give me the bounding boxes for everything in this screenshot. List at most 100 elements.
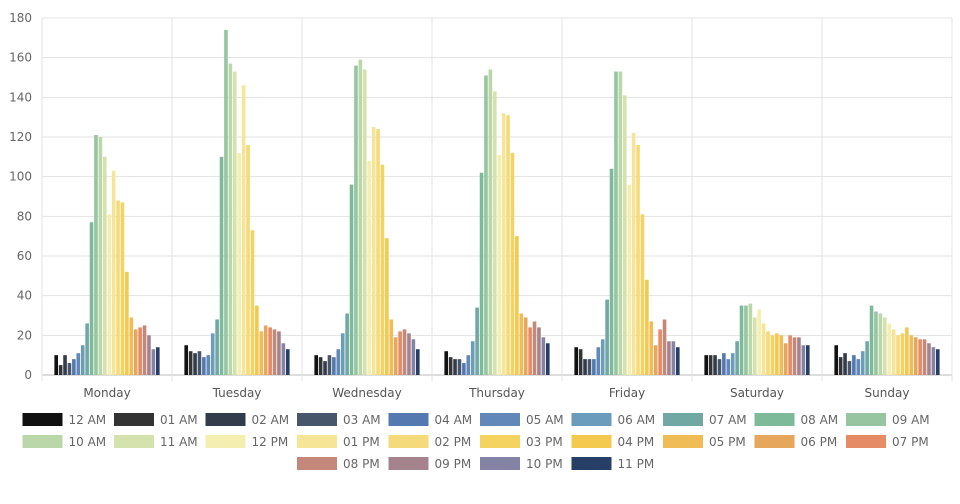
bar[interactable] bbox=[501, 113, 506, 375]
legend-item[interactable]: 08 AM bbox=[754, 413, 839, 427]
bar[interactable] bbox=[510, 152, 515, 375]
bar[interactable] bbox=[206, 355, 211, 375]
bar[interactable] bbox=[133, 329, 138, 375]
bar[interactable] bbox=[532, 321, 537, 375]
bar[interactable] bbox=[411, 339, 416, 375]
bar[interactable] bbox=[730, 353, 735, 375]
bar[interactable] bbox=[704, 355, 709, 375]
bar[interactable] bbox=[735, 341, 739, 375]
bar[interactable] bbox=[385, 238, 389, 375]
bar[interactable] bbox=[596, 347, 601, 375]
bar[interactable] bbox=[358, 59, 363, 376]
bar[interactable] bbox=[202, 357, 206, 375]
bar[interactable] bbox=[860, 351, 865, 375]
bar[interactable] bbox=[193, 353, 197, 375]
bar[interactable] bbox=[237, 152, 242, 375]
legend-item[interactable]: 03 PM bbox=[480, 435, 563, 449]
bar[interactable] bbox=[475, 307, 479, 375]
bar[interactable] bbox=[667, 341, 671, 375]
bar[interactable] bbox=[600, 339, 605, 375]
bar[interactable] bbox=[783, 343, 788, 375]
bar[interactable] bbox=[76, 353, 81, 375]
legend-item[interactable]: 06 AM bbox=[571, 413, 656, 427]
legend[interactable]: 12 AM 01 AM 02 AM 03 AM 04 AM 05 AM 06 AM 07 AM… bbox=[22, 413, 930, 471]
legend-item[interactable]: 09 PM bbox=[388, 457, 472, 471]
bar[interactable] bbox=[138, 327, 142, 375]
legend-item[interactable]: 07 PM bbox=[846, 435, 929, 449]
legend-item[interactable]: 10 AM bbox=[22, 435, 107, 449]
bar[interactable] bbox=[757, 309, 762, 375]
bar[interactable] bbox=[263, 325, 268, 375]
bar[interactable] bbox=[354, 65, 358, 375]
bar[interactable] bbox=[281, 343, 286, 375]
bar[interactable] bbox=[592, 359, 596, 375]
bar[interactable] bbox=[792, 337, 797, 375]
bar[interactable] bbox=[748, 303, 753, 375]
bar[interactable] bbox=[246, 144, 250, 375]
bar[interactable] bbox=[54, 355, 59, 375]
bar[interactable] bbox=[362, 69, 367, 376]
bar[interactable] bbox=[537, 327, 541, 375]
bar[interactable] bbox=[151, 349, 156, 375]
bar[interactable] bbox=[519, 313, 524, 375]
bar[interactable] bbox=[913, 337, 918, 375]
bar[interactable] bbox=[523, 317, 528, 375]
bar[interactable] bbox=[336, 349, 341, 375]
bar[interactable] bbox=[497, 154, 502, 375]
legend-item[interactable]: 04 PM bbox=[571, 435, 655, 449]
bar[interactable] bbox=[865, 341, 869, 375]
bar[interactable] bbox=[761, 323, 766, 375]
bar[interactable] bbox=[232, 71, 237, 376]
bar[interactable] bbox=[142, 325, 147, 375]
bar[interactable] bbox=[891, 329, 896, 375]
legend-item[interactable]: 01 PM bbox=[297, 435, 380, 449]
bar[interactable] bbox=[905, 327, 909, 375]
bar[interactable] bbox=[609, 168, 614, 375]
bar[interactable] bbox=[407, 333, 411, 375]
bar[interactable] bbox=[85, 323, 89, 375]
legend-item[interactable]: 06 PM bbox=[754, 435, 838, 449]
bar[interactable] bbox=[918, 339, 922, 375]
bar[interactable] bbox=[788, 335, 792, 375]
legend-item[interactable]: 09 AM bbox=[846, 413, 930, 427]
bar[interactable] bbox=[900, 333, 905, 375]
legend-item[interactable]: 12 AM bbox=[22, 413, 107, 427]
bar[interactable] bbox=[766, 331, 770, 375]
bar[interactable] bbox=[466, 355, 471, 375]
bar[interactable] bbox=[102, 156, 107, 375]
bar[interactable] bbox=[197, 351, 202, 375]
bar[interactable] bbox=[627, 184, 632, 375]
bar[interactable] bbox=[541, 337, 546, 375]
bar[interactable] bbox=[717, 359, 722, 375]
bar[interactable] bbox=[931, 347, 936, 375]
bar[interactable] bbox=[285, 349, 290, 375]
bar[interactable] bbox=[349, 184, 354, 375]
bar[interactable] bbox=[241, 85, 246, 375]
bar[interactable] bbox=[215, 319, 219, 375]
bar[interactable] bbox=[147, 335, 151, 375]
bar[interactable] bbox=[72, 359, 76, 375]
bar[interactable] bbox=[327, 355, 332, 375]
bar[interactable] bbox=[713, 355, 717, 375]
legend-item[interactable]: 11 AM bbox=[114, 435, 198, 449]
legend-item[interactable]: 05 AM bbox=[480, 413, 564, 427]
bar[interactable] bbox=[935, 349, 940, 375]
bar[interactable] bbox=[255, 305, 259, 375]
bar[interactable] bbox=[658, 329, 662, 375]
bar[interactable] bbox=[587, 359, 592, 375]
bar[interactable] bbox=[801, 345, 806, 375]
bar[interactable] bbox=[631, 133, 636, 375]
bar[interactable] bbox=[770, 335, 775, 375]
bar[interactable] bbox=[444, 351, 449, 375]
bar[interactable] bbox=[856, 359, 861, 375]
bar[interactable] bbox=[345, 313, 349, 375]
bar[interactable] bbox=[869, 305, 874, 375]
bar[interactable] bbox=[574, 347, 579, 375]
legend-item[interactable]: 12 PM bbox=[205, 435, 289, 449]
bar[interactable] bbox=[448, 357, 453, 375]
bar[interactable] bbox=[752, 317, 757, 375]
bar[interactable] bbox=[887, 323, 892, 375]
bar[interactable] bbox=[882, 317, 887, 375]
bar[interactable] bbox=[393, 337, 398, 375]
bar[interactable] bbox=[515, 236, 519, 375]
